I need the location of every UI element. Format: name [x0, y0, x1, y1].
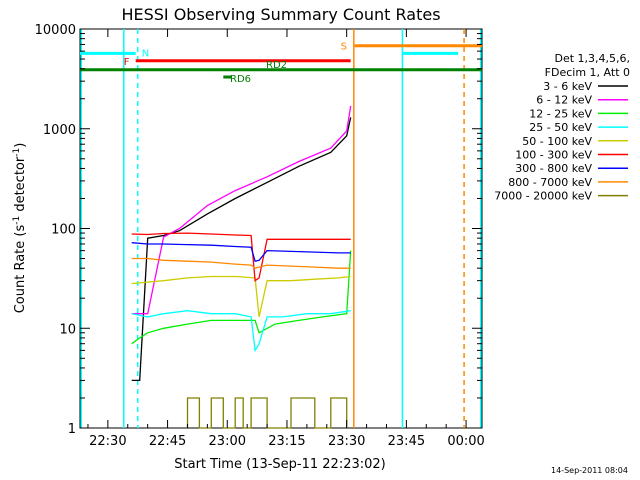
x-tick-label-6: 00:00: [447, 434, 484, 449]
series-line-7: [131, 257, 351, 269]
legend-label-8: 7000 - 20000 keV: [494, 190, 592, 203]
y-axis-label-mid: detector: [13, 156, 28, 216]
x-axis: 22:30 22:45 23:00 23:15 23:30 23:45 00:00: [87, 29, 485, 449]
x-tick-label-5: 23:45: [388, 434, 425, 449]
legend-label-5: 100 - 300 keV: [515, 149, 592, 162]
y-axis: 1 10 100 1000 10000: [35, 23, 482, 437]
state-label-S: S: [341, 42, 347, 53]
x-axis-label: Start Time (13-Sep-11 22:23:02): [174, 457, 385, 472]
series-line-8: [186, 397, 348, 429]
series-line-2: [131, 250, 352, 345]
y-tick-label-3: 1000: [43, 123, 76, 138]
series-line-6: [131, 242, 351, 262]
chart-title: HESSI Observing Summary Count Rates: [121, 5, 440, 24]
y-tick-label-1: 10: [59, 322, 76, 337]
y-axis-label: Count Rate (s-1 detector-1): [12, 143, 28, 314]
legend: Det 1,3,4,5,6, FDecim 1, Att 0 3 - 6 keV…: [494, 52, 630, 203]
legend-label-3: 25 - 50 keV: [529, 121, 592, 134]
y-tick-label-2: 100: [51, 223, 76, 238]
x-tick-label-2: 23:00: [209, 434, 246, 449]
legend-header-2: FDecim 1, Att 0: [545, 66, 630, 79]
legend-label-7: 800 - 7000 keV: [508, 176, 592, 189]
series-line-3: [131, 310, 351, 353]
state-label-RD2: RD2: [266, 60, 287, 71]
series-line-1: [131, 105, 352, 315]
legend-label-1: 6 - 12 keV: [536, 94, 592, 107]
y-tick-label-0: 1: [68, 422, 76, 437]
plot-area: N F RD2 RD6 S: [80, 29, 482, 429]
x-tick-label-3: 23:15: [268, 434, 305, 449]
legend-label-2: 12 - 25 keV: [529, 107, 592, 120]
x-tick-label-0: 22:30: [89, 434, 126, 449]
legend-label-6: 300 - 800 keV: [515, 162, 592, 175]
series-line-0: [131, 117, 352, 382]
legend-label-4: 50 - 100 keV: [522, 135, 592, 148]
series-line-5: [131, 232, 351, 282]
y-axis-label-end: ): [13, 143, 28, 148]
y-axis-label-sup1: -1: [12, 216, 22, 225]
footer-timestamp: 14-Sep-2011 08:04: [551, 466, 628, 475]
y-axis-label-main: Count Rate (s: [13, 225, 28, 314]
x-tick-label-1: 22:45: [149, 434, 186, 449]
series-line-4: [131, 275, 351, 318]
y-tick-label-4: 10000: [35, 23, 76, 38]
state-label-RD6: RD6: [230, 74, 251, 85]
y-axis-label-sup2: -1: [12, 148, 22, 157]
legend-label-0: 3 - 6 keV: [543, 80, 592, 93]
legend-header-1: Det 1,3,4,5,6,: [554, 52, 630, 65]
state-label-N: N: [142, 48, 149, 59]
state-label-F: F: [124, 57, 130, 68]
x-tick-label-4: 23:30: [328, 434, 365, 449]
